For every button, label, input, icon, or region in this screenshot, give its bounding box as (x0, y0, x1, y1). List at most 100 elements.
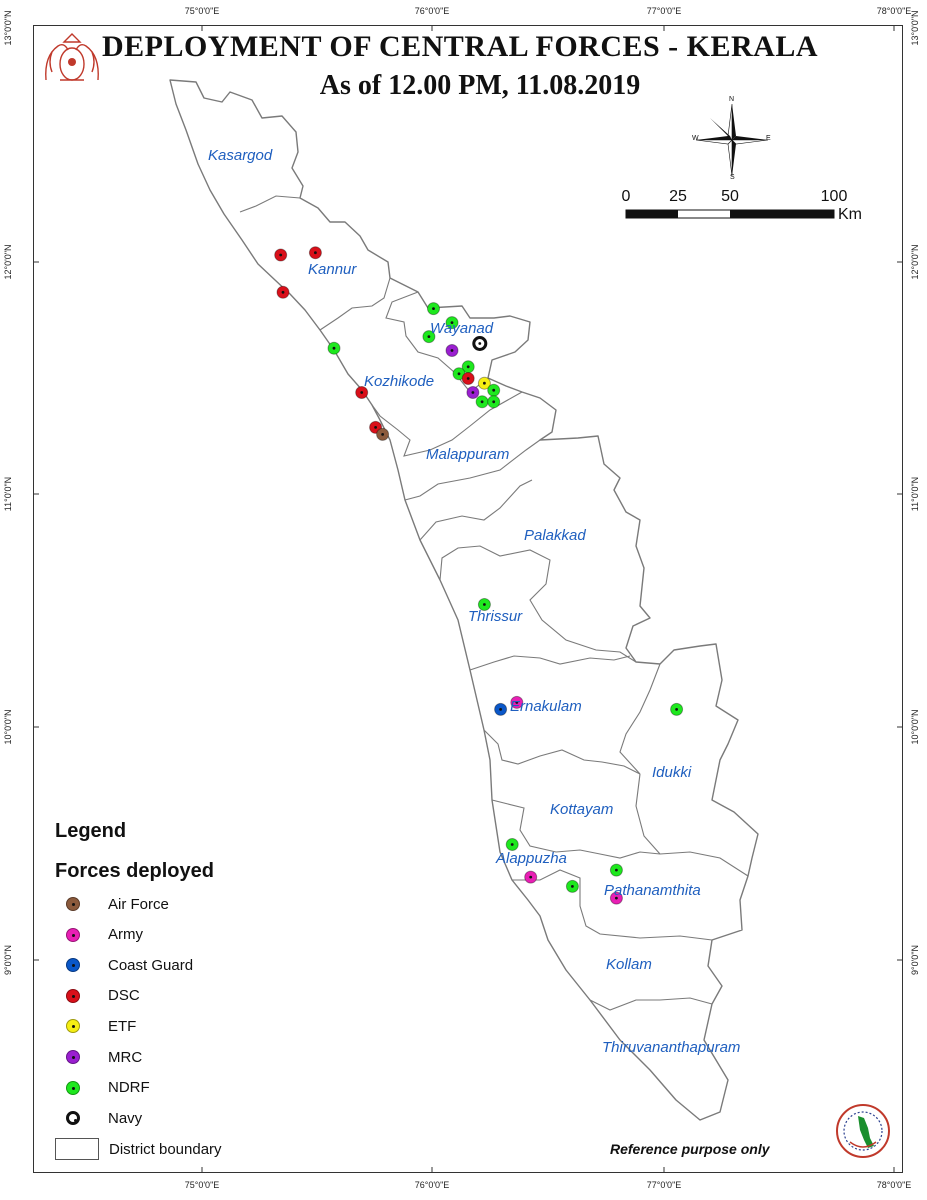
district-label-kollam: Kollam (606, 956, 652, 973)
deployment-marker-ndrf (565, 879, 579, 893)
deployment-marker-ndrf (422, 330, 436, 344)
legend-marker-mrc (66, 1050, 80, 1064)
deployment-marker-mrc (445, 344, 459, 357)
legend-marker-etf (66, 1019, 80, 1034)
legend-marker-dsc (66, 988, 80, 1003)
scale-label-0: 0 (621, 188, 631, 205)
scale-label-100: 100 (820, 188, 848, 205)
district-boundary-swatch (55, 1138, 99, 1160)
deployment-markers (274, 246, 684, 905)
deployment-marker-army (609, 891, 623, 905)
deployment-marker-army (524, 870, 538, 884)
lon-tick-bottom-75: 75°0'0"E (184, 1180, 220, 1190)
deployment-marker-dsc (308, 246, 322, 260)
deployment-marker-dsc (274, 248, 288, 262)
district-label-kozhikode: Kozhikode (364, 373, 435, 390)
deployment-marker-ndrf (475, 395, 489, 409)
graticule-ticks (33, 25, 903, 1173)
lon-tick-top-78: 78°0'0"E (876, 6, 912, 16)
compass-north: N (729, 96, 735, 103)
district-label-kannur: Kannur (308, 261, 357, 278)
compass-west: W (692, 135, 699, 142)
legend-marker-army (66, 927, 80, 942)
disaster-management-logo (836, 1104, 890, 1158)
lon-tick-top-77: 77°0'0"E (646, 6, 682, 16)
map-title: DEPLOYMENT OF CENTRAL FORCES - KERALA (101, 30, 819, 63)
lon-tick-top-75: 75°0'0"E (184, 6, 220, 16)
district-label-thiruvananthapuram: Thiruvananthapuram (602, 1039, 741, 1056)
kerala-emblem-logo (45, 33, 99, 81)
deployment-marker-ndrf (505, 838, 519, 851)
compass-rose: N S E W (690, 96, 774, 182)
scale-unit: Km (838, 206, 862, 223)
deployment-marker-ndrf (445, 316, 459, 330)
legend-item-mrc: MRC (66, 1046, 142, 1068)
deployment-marker-ndrf (609, 863, 623, 877)
legend-label-army: Army (108, 926, 143, 944)
deployment-marker-ndrf (487, 383, 501, 397)
map-subtitle: As of 12.00 PM, 11.08.2019 (319, 70, 641, 101)
legend-marker-air-force (66, 897, 80, 911)
lon-tick-bottom-76: 76°0'0"E (414, 1180, 450, 1190)
lon-tick-bottom-78: 78°0'0"E (876, 1180, 912, 1190)
state-outline (169, 79, 759, 1121)
legend-label-air-force: Air Force (108, 895, 169, 913)
legend-label-etf: ETF (108, 1017, 137, 1035)
district-boundary-label: District boundary (109, 1140, 222, 1158)
legend-item-ndrf: NDRF (66, 1077, 150, 1099)
scale-label-25: 25 (669, 188, 687, 205)
district-label-idukki: Idukki (652, 764, 692, 781)
legend-marker-coast-guard (66, 958, 80, 973)
district-label-alappuzha: Alappuzha (496, 850, 567, 867)
scale-label-50: 50 (721, 188, 739, 205)
deployment-marker-navy (472, 336, 488, 351)
district-label-palakkad: Palakkad (524, 527, 586, 544)
deployment-marker-ndrf (670, 702, 684, 716)
deployment-marker-mrc (466, 386, 480, 399)
deployment-marker-ndrf (487, 395, 501, 409)
legend-subtitle: Forces deployed (55, 860, 214, 882)
district-label-kottayam: Kottayam (550, 801, 614, 818)
deployment-marker-army (510, 695, 524, 709)
deployment-marker-coast-guard (494, 702, 508, 716)
compass-east: E (766, 135, 771, 142)
scale-bar: 0 25 50 100 Km (620, 188, 870, 228)
scale-bar-graphic (625, 209, 835, 219)
deployment-marker-etf (477, 376, 491, 390)
district-label-malappuram: Malappuram (426, 446, 510, 463)
legend-title: Legend (55, 820, 127, 842)
compass-south: S (730, 174, 735, 181)
district-label-thrissur: Thrissur (468, 608, 523, 625)
lon-tick-top-76: 76°0'0"E (414, 6, 450, 16)
legend-item-coast-guard: Coast Guard (66, 954, 193, 976)
district-label-kasargod: Kasargod (208, 147, 273, 164)
legend-item-navy: Navy (66, 1107, 142, 1129)
district-boundaries (239, 195, 749, 1011)
legend-label-ndrf: NDRF (108, 1079, 150, 1097)
legend-label-coast-guard: Coast Guard (108, 956, 194, 974)
district-label-pathanamthita: Pathanamthita (604, 882, 701, 899)
deployment-marker-ndrf (427, 302, 440, 316)
deployment-marker-dsc (276, 285, 290, 299)
legend-district-boundary: District boundary (55, 1138, 222, 1160)
legend-marker-ndrf (66, 1080, 80, 1095)
deployment-marker-ndrf (477, 598, 491, 611)
deployment-marker-ndrf (461, 360, 475, 374)
district-label-ernakulam: Ernakulam (510, 698, 582, 715)
deployment-marker-dsc (461, 372, 475, 385)
reference-note: Reference purpose only (610, 1141, 770, 1157)
lon-tick-bottom-77: 77°0'0"E (646, 1180, 682, 1190)
legend-item-etf: ETF (66, 1015, 136, 1037)
legend-label-mrc: MRC (108, 1048, 143, 1066)
legend-label-navy: Navy (108, 1109, 143, 1127)
legend-marker-navy (66, 1111, 80, 1126)
legend-item-army: Army (66, 924, 143, 946)
legend-label-dsc: DSC (108, 987, 140, 1005)
legend-item-air-force: Air Force (66, 893, 169, 915)
compass-rose-icon (695, 103, 769, 177)
deployment-marker-dsc (355, 386, 369, 399)
legend-item-dsc: DSC (66, 985, 140, 1007)
deployment-marker-ndrf (327, 341, 341, 355)
deployment-marker-air-force (376, 427, 390, 441)
